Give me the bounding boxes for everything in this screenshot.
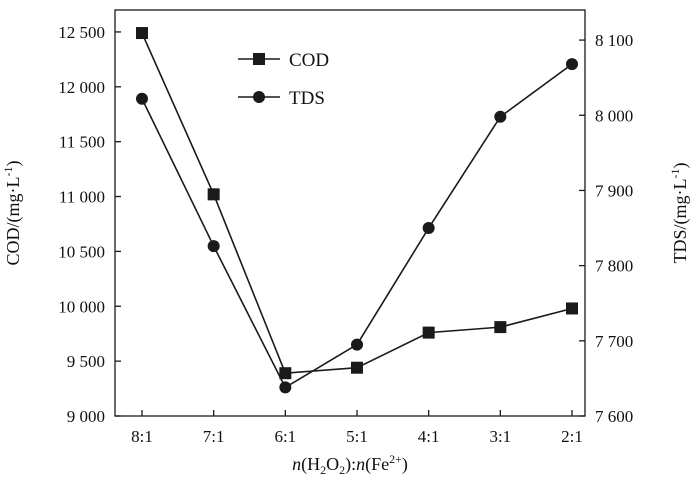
right-tick-label: 8 000 [595, 106, 633, 125]
right-tick-label: 8 100 [595, 31, 633, 50]
x-tick-label: 8:1 [131, 427, 153, 446]
legend-cod-label: COD [289, 50, 329, 71]
tds-point [422, 222, 435, 235]
tds-point [566, 58, 578, 71]
left-tick-label: 9 500 [67, 352, 105, 371]
cod-point [351, 361, 363, 374]
right-tick-label: 7 700 [595, 332, 633, 351]
cod-point [566, 302, 578, 315]
tds-point [207, 240, 220, 253]
x-tick-label: 5:1 [346, 427, 368, 446]
x-tick-label: 4:1 [418, 427, 440, 446]
cod-point [422, 326, 435, 339]
tds-point [136, 92, 148, 105]
right-tick-label: 7 600 [595, 407, 633, 426]
left-tick-label: 11 500 [59, 133, 105, 152]
cod-point [207, 188, 220, 201]
tds-point [351, 338, 363, 351]
legend-tds-marker [253, 91, 265, 103]
cod-point [279, 367, 292, 380]
plot-frame [114, 9, 586, 417]
x-tick-label: 3:1 [489, 427, 511, 446]
left-tick-label: 12 500 [58, 23, 105, 42]
left-tick-label: 11 000 [59, 188, 105, 207]
right-tick-label: 7 800 [595, 257, 633, 276]
legend-tds-label: TDS [289, 88, 325, 109]
left-tick-label: 10 500 [58, 242, 105, 261]
x-tick-label: 6:1 [274, 427, 296, 446]
x-axis-title: n(H2O2):n(Fe2+) [292, 452, 408, 477]
right-axis-title: TDS/(mg·L-1) [668, 163, 691, 264]
tds-point [279, 381, 292, 394]
left-axis-title: COD/(mg·L-1) [1, 161, 24, 266]
legend-cod-marker [253, 53, 265, 65]
left-tick-label: 12 000 [58, 78, 105, 97]
x-tick-label: 2:1 [561, 427, 583, 446]
left-tick-label: 9 000 [67, 407, 105, 426]
x-tick-label: 7:1 [203, 427, 225, 446]
left-tick-label: 10 000 [58, 297, 105, 316]
right-tick-label: 7 900 [595, 181, 633, 200]
cod-point [494, 321, 507, 334]
tds-point [494, 110, 507, 123]
cod-point [136, 27, 148, 40]
cod-series-line [141, 32, 573, 375]
